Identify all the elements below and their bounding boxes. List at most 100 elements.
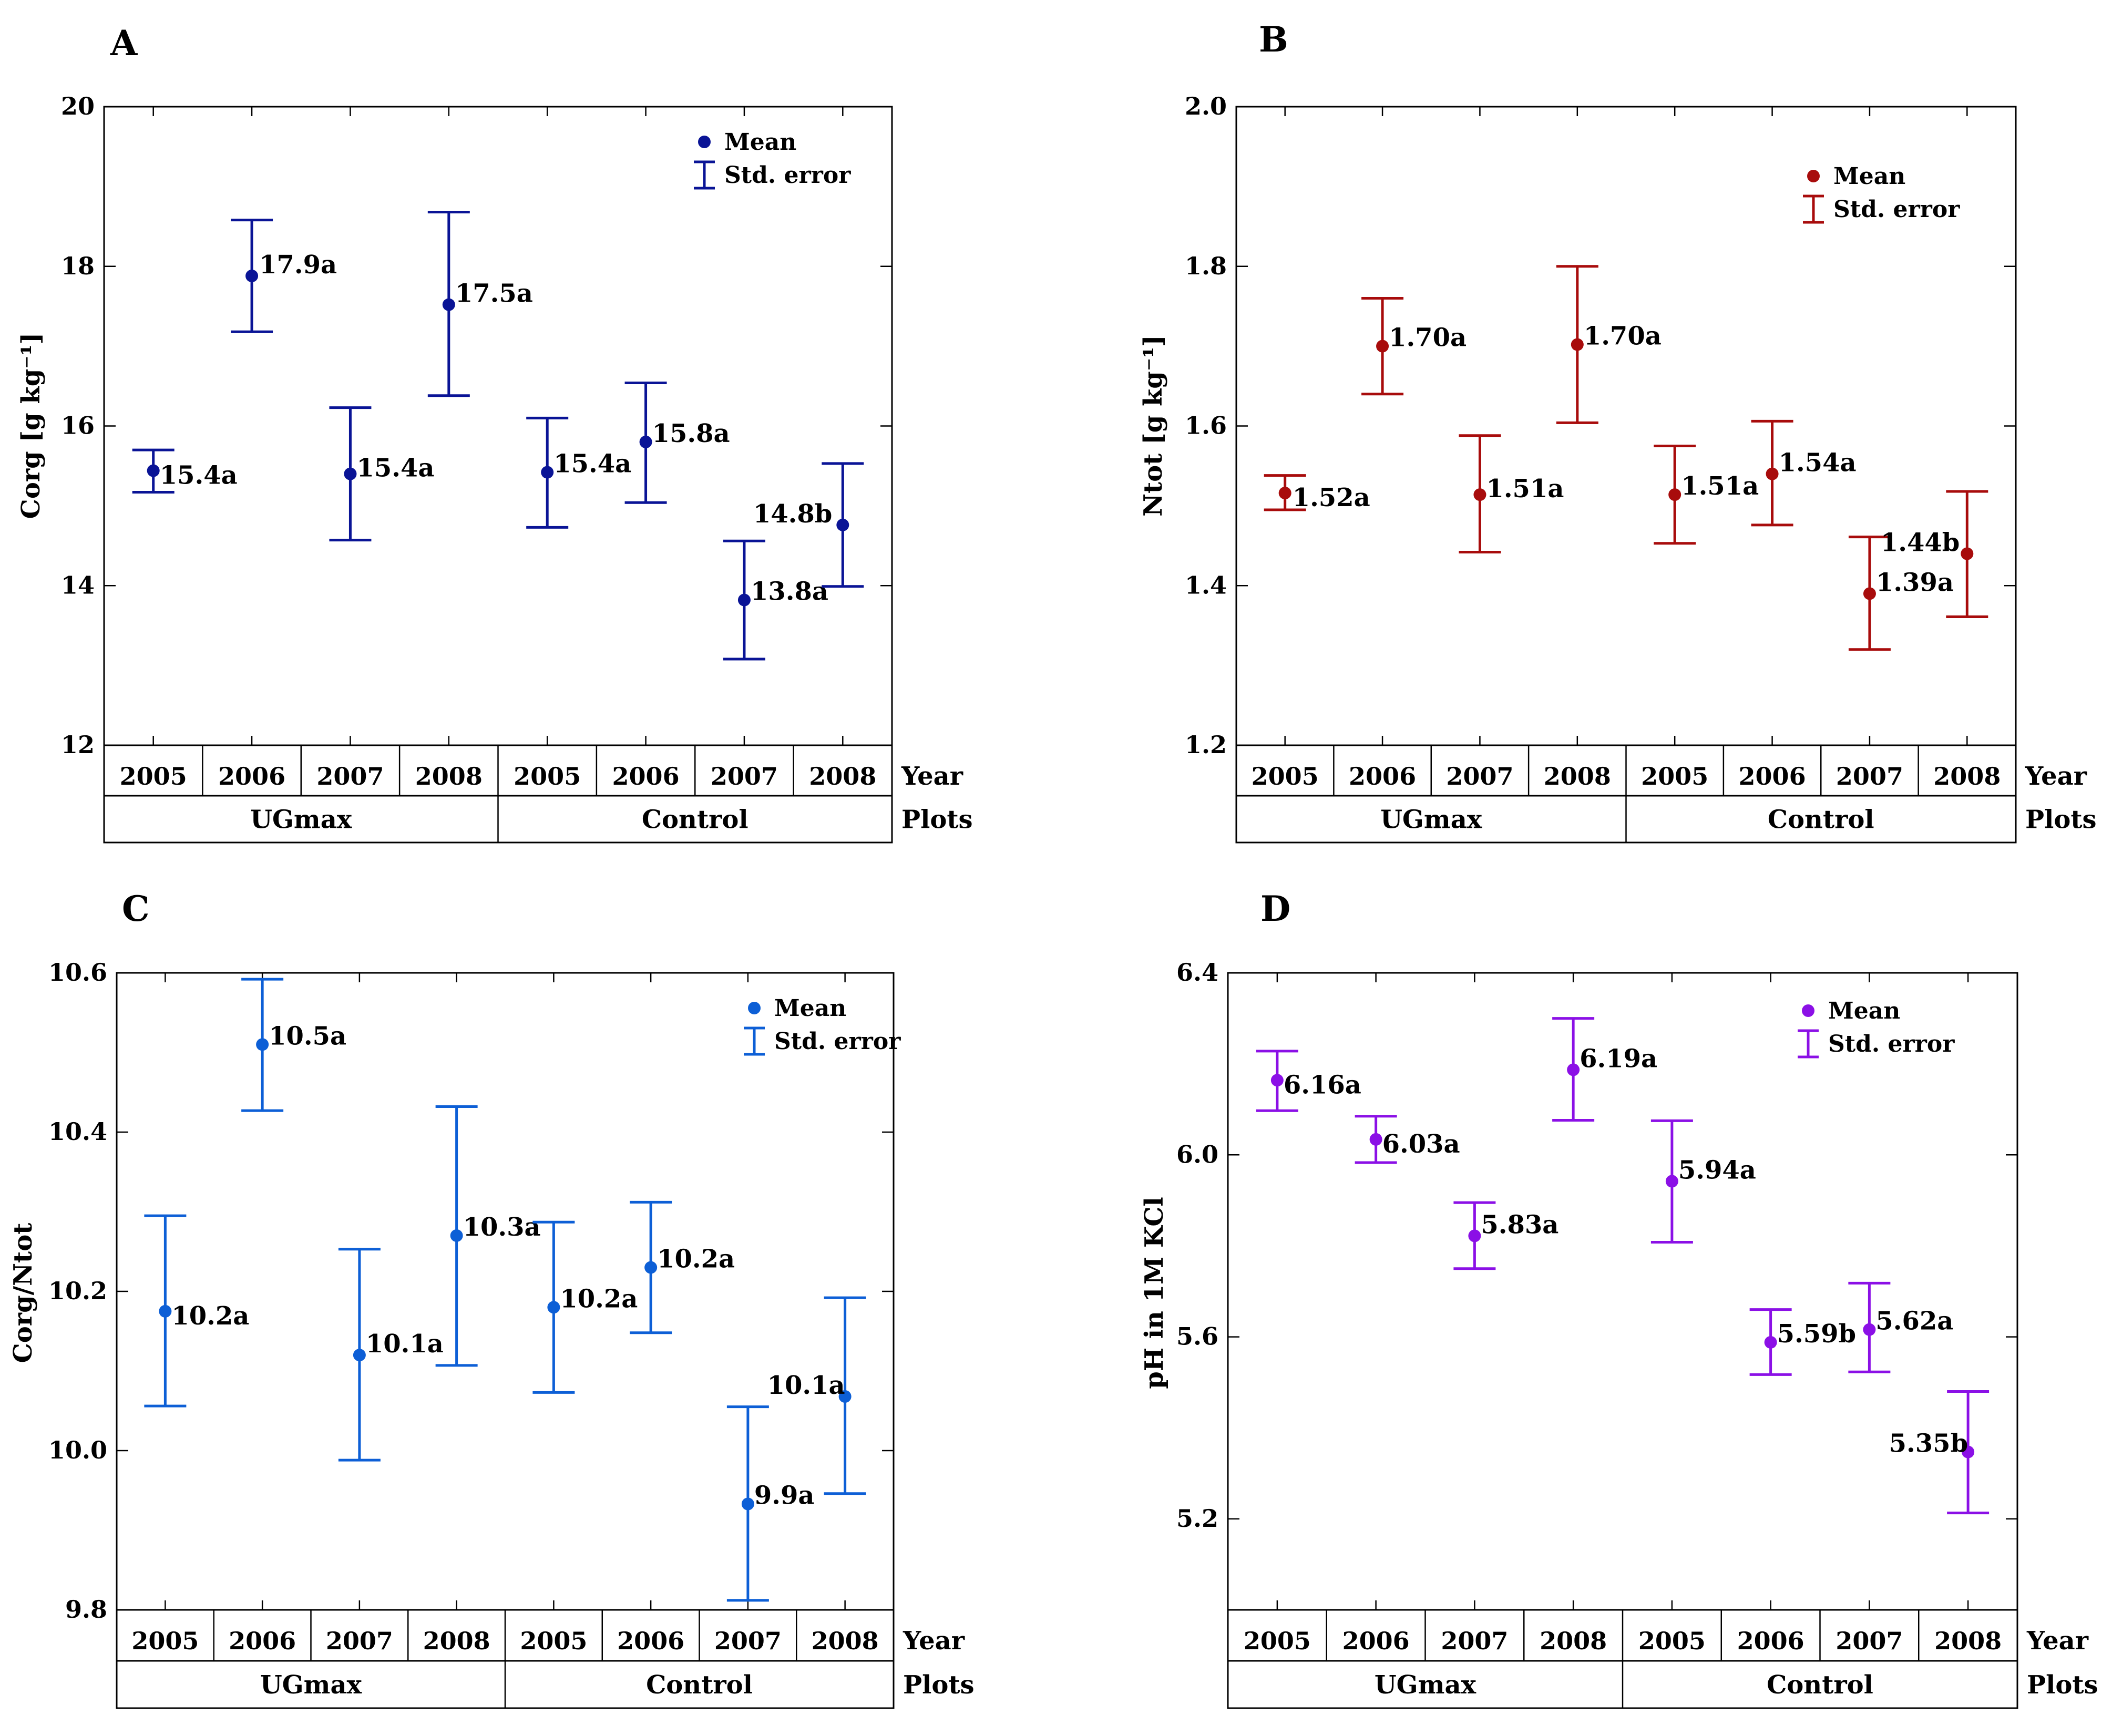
mean-point [1571, 338, 1584, 351]
year-label: 2007 [316, 762, 384, 790]
year-label: 2007 [1836, 762, 1903, 790]
group-label: UGmax [250, 805, 352, 835]
data-label: 10.1a [767, 1371, 845, 1400]
data-label: 6.19a [1580, 1044, 1657, 1073]
mean-point [245, 269, 259, 282]
data-label: 10.1a [366, 1329, 444, 1359]
year-label: 2005 [120, 762, 187, 790]
mean-point [1665, 1175, 1678, 1188]
year-label: 2006 [1739, 762, 1806, 790]
y-axis-label: Corg [g kg⁻¹] [16, 333, 46, 519]
year-label: 2007 [1836, 1627, 1903, 1655]
year-label: 2007 [1441, 1627, 1508, 1655]
mean-point [639, 435, 652, 448]
y-axis-label: Ntot [g kg⁻¹] [1139, 335, 1168, 517]
y-tick-label: 1.8 [1185, 252, 1227, 280]
mean-point [737, 593, 751, 607]
y-tick-label: 9.8 [65, 1595, 107, 1624]
data-label: 1.51a [1486, 474, 1564, 504]
y-tick-label: 1.2 [1185, 731, 1227, 759]
legend-mean-label: Mean [724, 129, 796, 156]
mean-point [147, 464, 160, 477]
panel-b: B 1.2 1.4 1.6 1.8 2.0 Ntot [g kg⁻¹] 2005 2006 200… [1139, 19, 2097, 844]
data-label: 9.9a [754, 1481, 815, 1511]
legend-se-label: Std. error [724, 162, 851, 189]
year-label: 2007 [326, 1627, 393, 1655]
y-tick-label: 10.2 [48, 1277, 107, 1305]
mean-point [1668, 488, 1681, 501]
mean-point [644, 1261, 658, 1274]
year-label: 2006 [612, 762, 680, 790]
data-label: 15.4a [553, 449, 631, 479]
y-tick-label: 10.6 [48, 958, 107, 987]
group-label: Control [1768, 805, 1874, 835]
legend-mean-marker [748, 1002, 761, 1014]
data-label: 10.3a [463, 1213, 541, 1242]
year-axis-title: Year [2025, 762, 2087, 791]
data-label: 5.83a [1481, 1210, 1558, 1239]
mean-point [1766, 467, 1779, 480]
y-axis-label: Corg/Ntot [8, 1223, 38, 1363]
y-tick-label: 16 [61, 412, 95, 440]
mean-point [741, 1497, 754, 1511]
year-label: 2008 [809, 762, 876, 790]
legend: Mean Std. error [694, 129, 851, 190]
legend-mean-label: Mean [774, 995, 846, 1022]
legend-se-label: Std. error [774, 1028, 901, 1055]
data-label: 1.70a [1584, 322, 1662, 351]
year-label: 2007 [714, 1627, 782, 1655]
group-label: Control [642, 805, 748, 835]
y-tick-label: 6.4 [1176, 958, 1218, 987]
mean-point [547, 1301, 560, 1314]
plots-axis-title: Plots [2027, 1670, 2098, 1700]
year-label: 2007 [711, 762, 778, 790]
group-label: UGmax [1375, 1670, 1476, 1700]
data-label: 14.8b [753, 499, 832, 529]
panel-a: A 12 14 16 18 20 Corg [g kg⁻¹] 2005 2006 2007 2008… [16, 23, 973, 844]
mean-point [1369, 1133, 1382, 1146]
year-axis-title: Year [2026, 1626, 2089, 1656]
year-label: 2006 [1342, 1627, 1410, 1655]
y-tick-label: 10.0 [48, 1436, 107, 1464]
group-label: UGmax [260, 1670, 362, 1700]
year-label: 2008 [812, 1627, 879, 1655]
mean-point [1270, 1074, 1284, 1087]
year-label: 2005 [1641, 762, 1708, 790]
mean-point [1764, 1336, 1777, 1349]
mean-point [838, 1390, 852, 1403]
data-label: 1.70a [1389, 323, 1467, 353]
mean-point [353, 1349, 366, 1362]
mean-point [1962, 1445, 1975, 1458]
mean-point [1473, 488, 1486, 501]
data-label: 1.39a [1876, 568, 1954, 597]
mean-point [541, 466, 554, 479]
year-label: 2005 [1638, 1627, 1706, 1655]
plots-axis-title: Plots [901, 805, 973, 835]
legend: Mean Std. error [1798, 998, 1955, 1059]
data-label: 5.35b [1889, 1429, 1968, 1458]
data-label: 1.52a [1293, 483, 1370, 512]
data-label: 6.03a [1382, 1129, 1460, 1159]
year-label: 2008 [1544, 762, 1611, 790]
year-label: 2008 [423, 1627, 490, 1655]
panel-d: D 5.2 5.6 6.0 6.4 pH in 1M KCl 2005 2006 2007 200… [1140, 888, 2098, 1709]
legend-se-label: Std. error [1828, 1031, 1955, 1057]
year-axis-title: Year [903, 1626, 965, 1656]
year-label: 2005 [514, 762, 581, 790]
mean-point [450, 1229, 463, 1242]
panel-letter: D [1260, 888, 1290, 929]
panel-c: C 9.8 10.0 10.2 10.4 10.6 Corg/Ntot 2005 2006 200… [8, 888, 975, 1709]
data-label: 6.16a [1284, 1070, 1361, 1100]
data-label: 10.5a [269, 1021, 346, 1051]
data-label: 17.9a [259, 250, 337, 280]
mean-point [256, 1038, 269, 1051]
y-tick-label: 18 [61, 252, 95, 280]
y-tick-label: 1.6 [1185, 412, 1227, 440]
group-label: Control [1767, 1670, 1873, 1700]
y-tick-label: 2.0 [1185, 92, 1227, 120]
y-tick-label: 20 [61, 92, 95, 120]
legend-se-label: Std. error [1833, 196, 1960, 223]
legend-mean-label: Mean [1833, 163, 1905, 190]
data-label: 10.2a [171, 1301, 249, 1331]
